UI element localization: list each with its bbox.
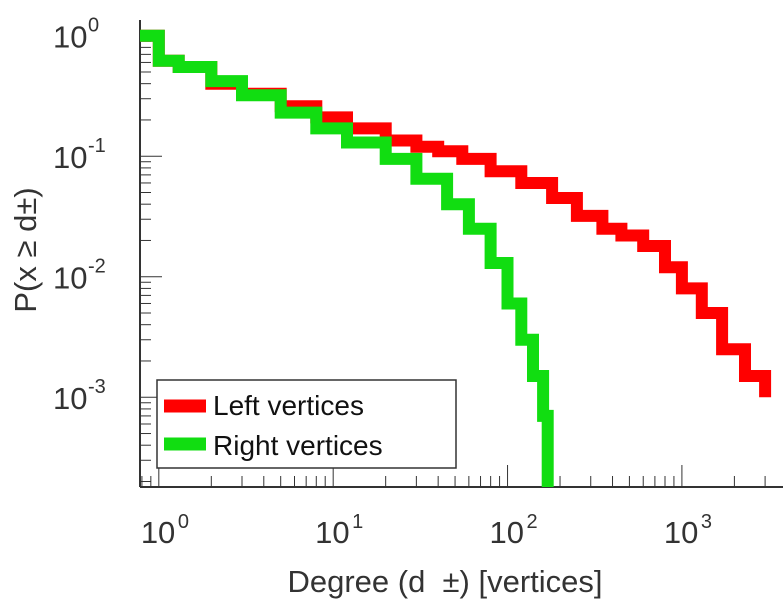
x-tick-base: 10 [490,515,524,550]
y-tick-base: 10 [53,20,87,55]
x-tick-label: 10 0 [141,511,189,550]
series-right-vertices-line [140,29,554,487]
x-tick-labels: 10 0 10 1 10 2 10 3 [141,511,712,550]
y-tick-base: 10 [53,140,87,175]
legend-box [156,379,457,469]
y-tick-exponent: 0 [88,15,99,37]
legend-label-right: Right vertices [213,430,383,461]
y-tick-label: 10 -1 [53,135,106,175]
x-tick-label: 10 1 [315,511,363,550]
y-tick-base: 10 [53,261,87,296]
x-tick-exponent: 0 [178,511,189,533]
y-tick-base: 10 [53,381,87,416]
series-layer [140,29,772,487]
y-tick-label: 10 -3 [53,376,106,416]
x-tick-base: 10 [141,515,175,550]
y-tick-label: 10 -2 [53,256,106,296]
y-tick-label: 10 0 [53,15,99,55]
x-tick-label: 10 3 [664,511,712,550]
legend: Left vertices Right vertices [156,379,457,469]
x-tick-exponent: 2 [527,511,538,533]
x-tick-base: 10 [315,515,349,550]
legend-label-left: Left vertices [213,390,364,421]
x-tick-exponent: 3 [701,511,712,533]
y-tick-exponent: -3 [88,376,106,398]
x-tick-exponent: 1 [352,511,363,533]
y-tick-exponent: -2 [88,256,106,278]
series-left-vertices-line [140,29,772,398]
x-tick-base: 10 [664,515,698,550]
y-axis-title: P(x ≥ d±) [8,187,43,312]
x-tick-label: 10 2 [490,511,538,550]
plot-area [139,20,783,488]
y-tick-exponent: -1 [88,135,106,157]
x-axis-title: Degree (d ±) [vertices] [287,564,602,599]
